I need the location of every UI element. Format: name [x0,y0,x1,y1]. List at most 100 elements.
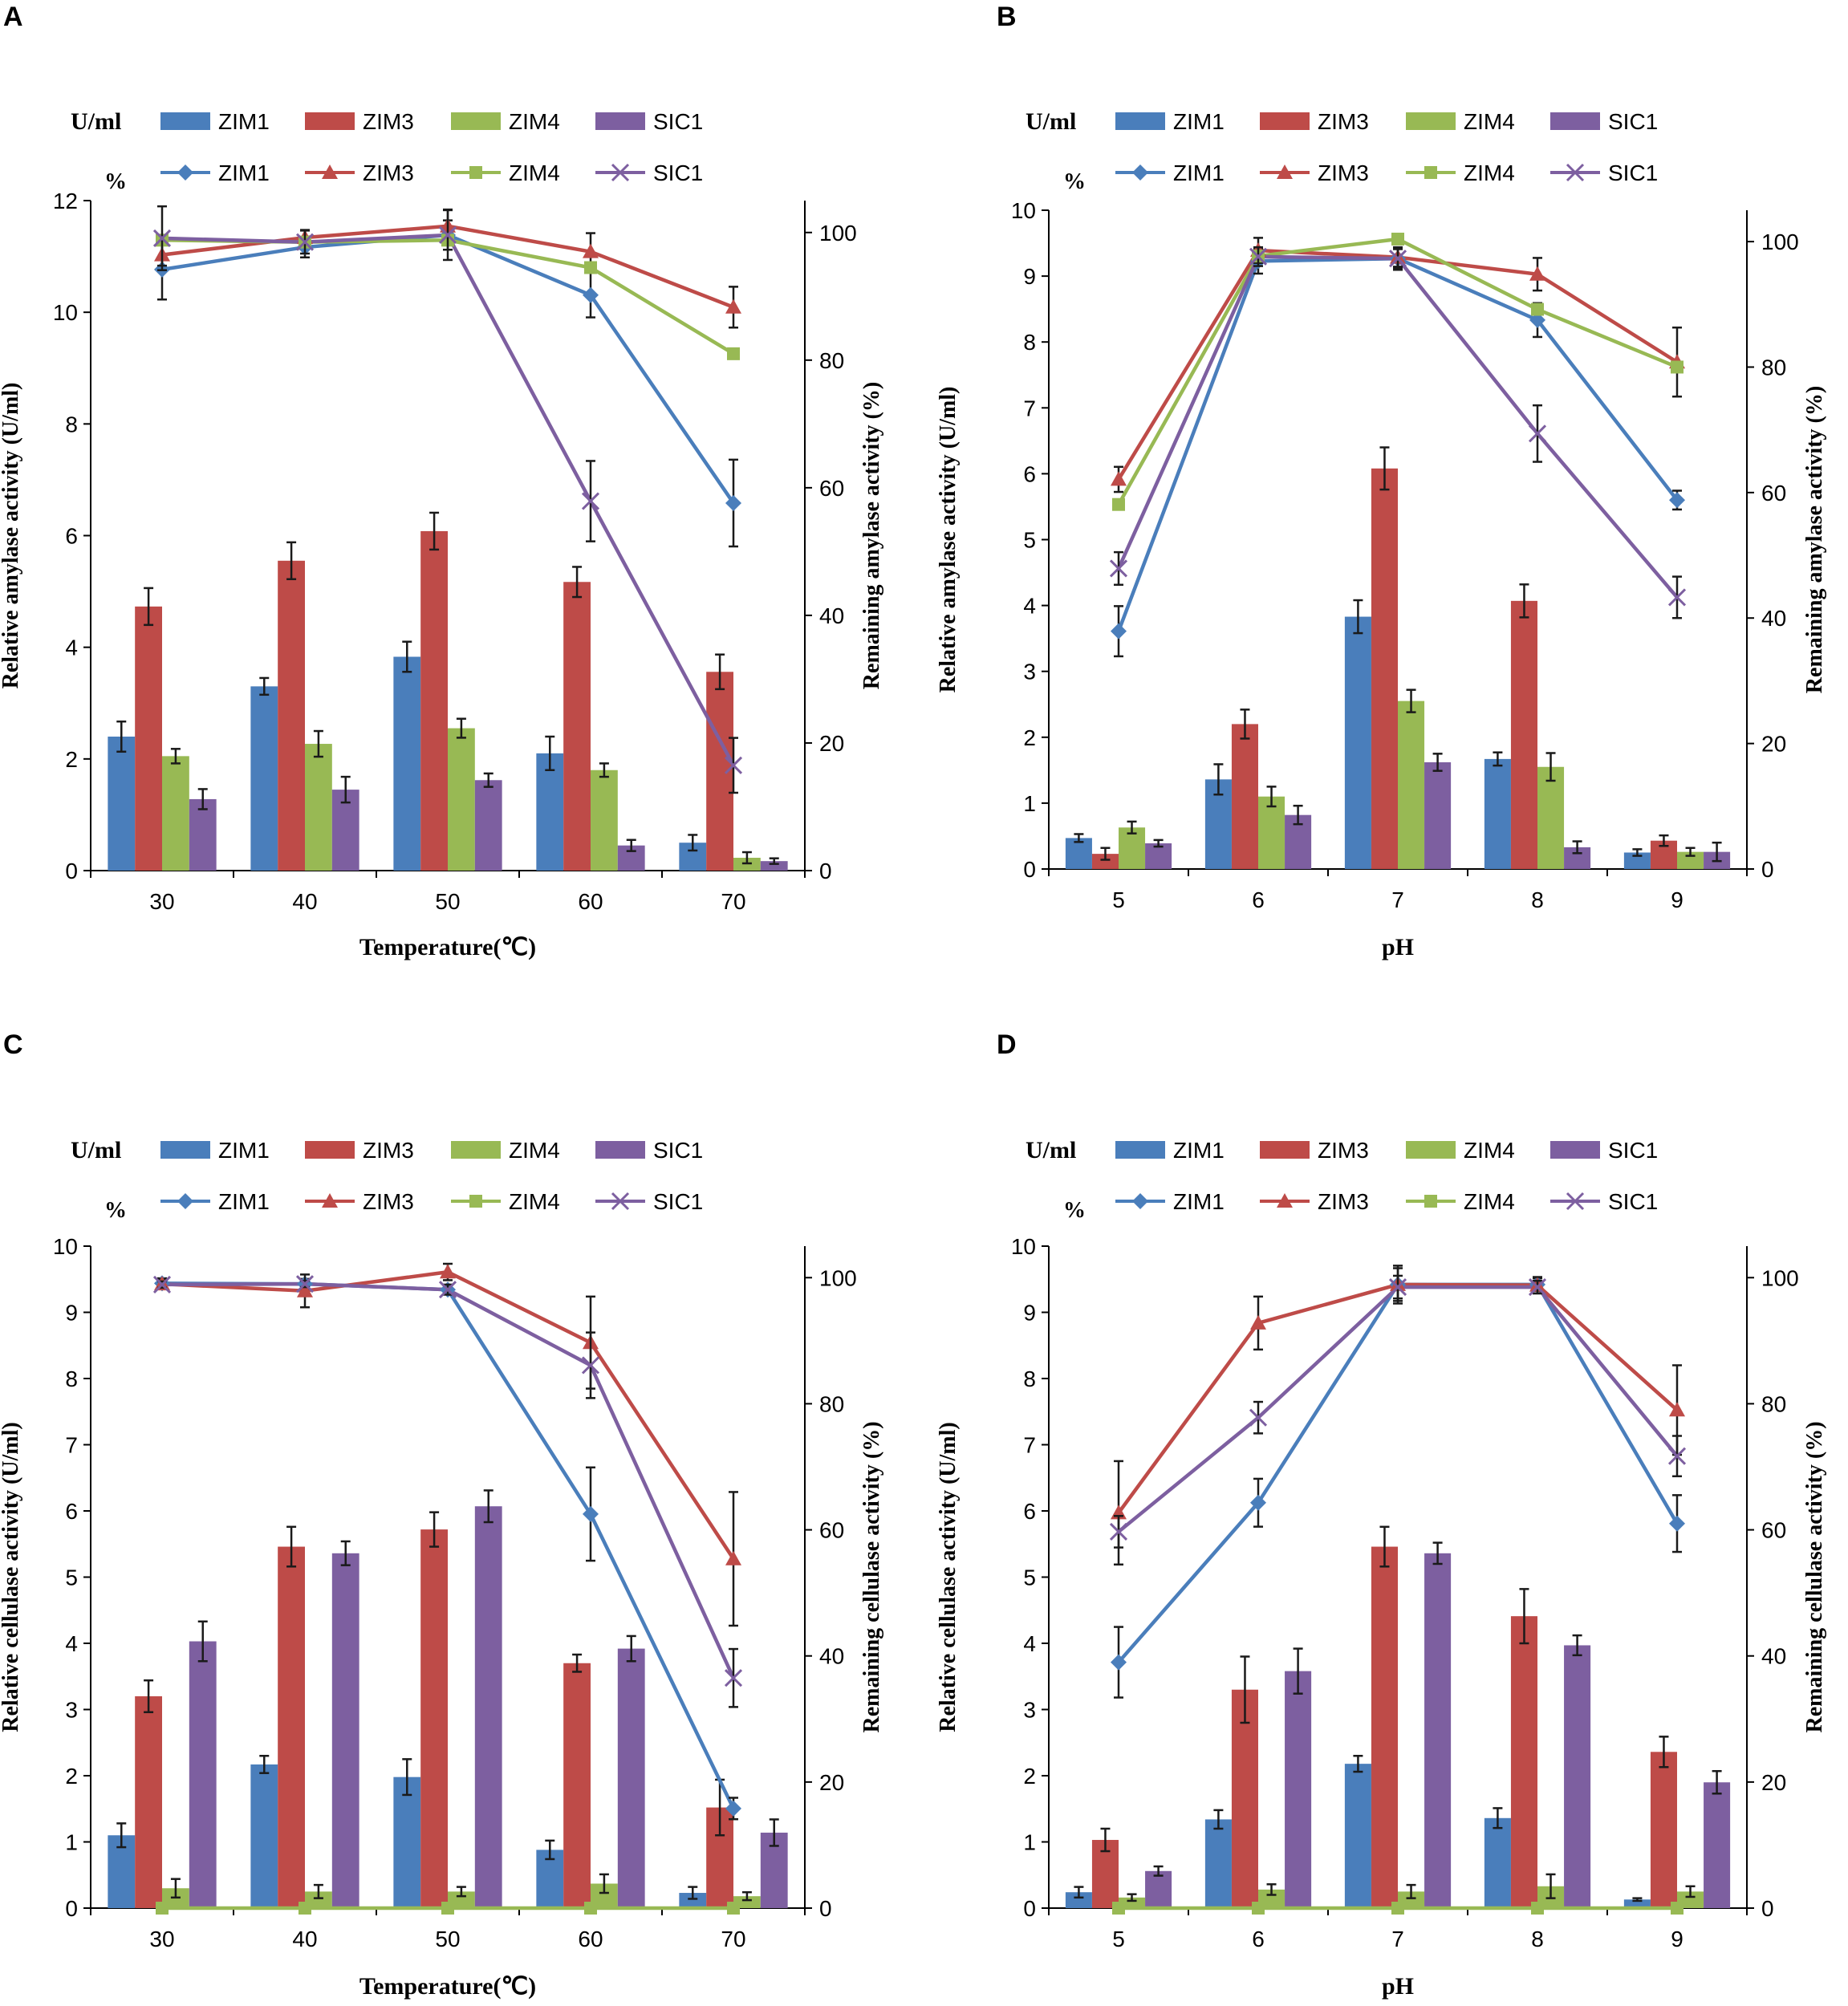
bar-zim3 [420,1529,448,1908]
marker-square [1531,303,1544,316]
left-tick-label: 7 [1023,396,1036,420]
x-tick-label: 8 [1531,887,1544,912]
legend-label-sic1: SIC1 [653,109,703,134]
marker-square [1531,1902,1544,1915]
left-tick-label: 0 [65,1896,78,1921]
marker-x [1109,559,1128,578]
right-tick-label: 20 [1761,732,1786,757]
marker-diamond [1132,164,1148,181]
marker-diamond [1132,1193,1148,1209]
legend-label-sic1: SIC1 [653,1138,703,1163]
marker-x [1667,1447,1687,1465]
bar-zim1 [1484,758,1511,869]
right-tick-label: 20 [1761,1770,1786,1795]
x-tick-label: 70 [721,889,745,914]
x-tick-label: 9 [1671,1927,1684,1951]
bar-sic1 [617,1648,645,1908]
x-tick-label: 60 [578,1927,603,1951]
left-tick-label: 0 [1023,1896,1036,1921]
marker-square [469,1195,482,1208]
legend-line-label-zim4: ZIM4 [1464,1189,1515,1214]
left-tick-label: 4 [1023,1631,1036,1656]
legend: U/ml% ZIM1 ZIM1 ZIM3 ZIM3 ZIM4 ZIM4 SIC1 SIC1 [71,108,703,194]
bar-sic1 [1424,1553,1452,1908]
legend: U/ml% ZIM1 ZIM1 ZIM3 ZIM3 ZIM4 ZIM4 SIC1 SIC1 [71,1137,703,1223]
legend-swatch-zim4 [1406,1141,1456,1159]
marker-square [1391,232,1404,246]
marker-x [1109,1522,1128,1541]
x-tick-label: 60 [578,889,603,914]
legend-line-prefix: % [104,169,127,194]
legend-bar-prefix: U/ml [71,1137,121,1163]
marker-square [1671,1902,1684,1915]
legend-line-label-zim4: ZIM4 [1464,160,1515,185]
panel-letter: C [3,1029,23,1060]
right-tick-label: 40 [1761,1644,1786,1669]
legend-swatch-zim3 [1260,112,1310,130]
left-tick-label: 3 [1023,1698,1036,1723]
legend-bar-prefix: U/ml [1026,1137,1076,1163]
bar-zim3 [1231,724,1258,869]
legend-label-zim1: ZIM1 [218,1138,270,1163]
right-tick-label: 60 [1761,1518,1786,1543]
lines [1109,1265,1687,1915]
marker-x [581,1356,600,1375]
left-tick-label: 6 [65,1499,78,1524]
lines [152,1262,743,1915]
y-axis-title-right: Remaining amylase activity (%) [1802,386,1827,693]
marker-triangle [297,1282,313,1297]
legend-swatch-sic1 [1550,1141,1600,1159]
marker-x [581,492,600,510]
marker-square [441,1902,454,1915]
bar-zim3 [1510,1616,1537,1908]
left-tick-label: 5 [1023,1565,1036,1590]
legend-label-zim3: ZIM3 [1318,109,1369,134]
marker-diamond [1250,1494,1266,1511]
left-tick-label: 10 [53,1234,78,1259]
x-tick-label: 50 [435,1927,460,1951]
bar-sic1 [189,798,217,871]
legend-swatch-zim4 [451,1141,501,1159]
marker-triangle [1277,1193,1293,1208]
bar-zim4 [1398,700,1425,869]
marker-square [1424,1195,1437,1208]
x-tick-label: 7 [1391,1927,1404,1951]
bar-sic1 [1424,761,1452,869]
right-tick-label: 0 [1761,857,1774,882]
marker-x [1566,1192,1585,1211]
bar-zim4 [1119,1897,1146,1908]
legend-label-zim1: ZIM1 [1173,109,1225,134]
legend-label-zim3: ZIM3 [363,109,414,134]
bar-sic1 [474,780,502,871]
marker-square [1671,360,1684,374]
legend-line-prefix: % [1063,1198,1086,1223]
legend-swatch-zim1 [160,1141,210,1159]
line-zim4 [1117,237,1678,506]
left-tick-label: 3 [65,1698,78,1723]
legend-line-label-zim1: ZIM1 [218,1189,270,1214]
x-tick-label: 5 [1112,1927,1125,1951]
right-tick-label: 20 [819,731,844,756]
left-tick-label: 4 [1023,594,1036,619]
legend-label-zim1: ZIM1 [1173,1138,1225,1163]
y-axis-title-left: Relative cellulase activity (U/ml) [0,1422,23,1732]
legend-line-label-zim4: ZIM4 [509,160,560,185]
legend-line-label-zim3: ZIM3 [1318,1189,1369,1214]
bar-zim3 [1510,600,1537,869]
legend-bar-prefix: U/ml [71,108,121,135]
x-tick-label: 40 [292,1927,317,1951]
right-tick-label: 40 [1761,606,1786,631]
legend-swatch-zim4 [1406,112,1456,130]
legend-swatch-zim1 [1115,112,1165,130]
line-zim3 [1117,1282,1679,1514]
marker-x [724,756,743,774]
right-tick-label: 100 [819,221,857,246]
bar-zim4 [1677,1891,1704,1908]
legend: U/ml% ZIM1 ZIM1 ZIM3 ZIM3 ZIM4 ZIM4 SIC1 SIC1 [1026,1137,1658,1223]
marker-triangle [725,1550,741,1565]
bar-zim1 [536,753,564,871]
left-tick-label: 0 [65,859,78,883]
left-tick-label: 9 [1023,264,1036,289]
marker-x [611,163,630,182]
